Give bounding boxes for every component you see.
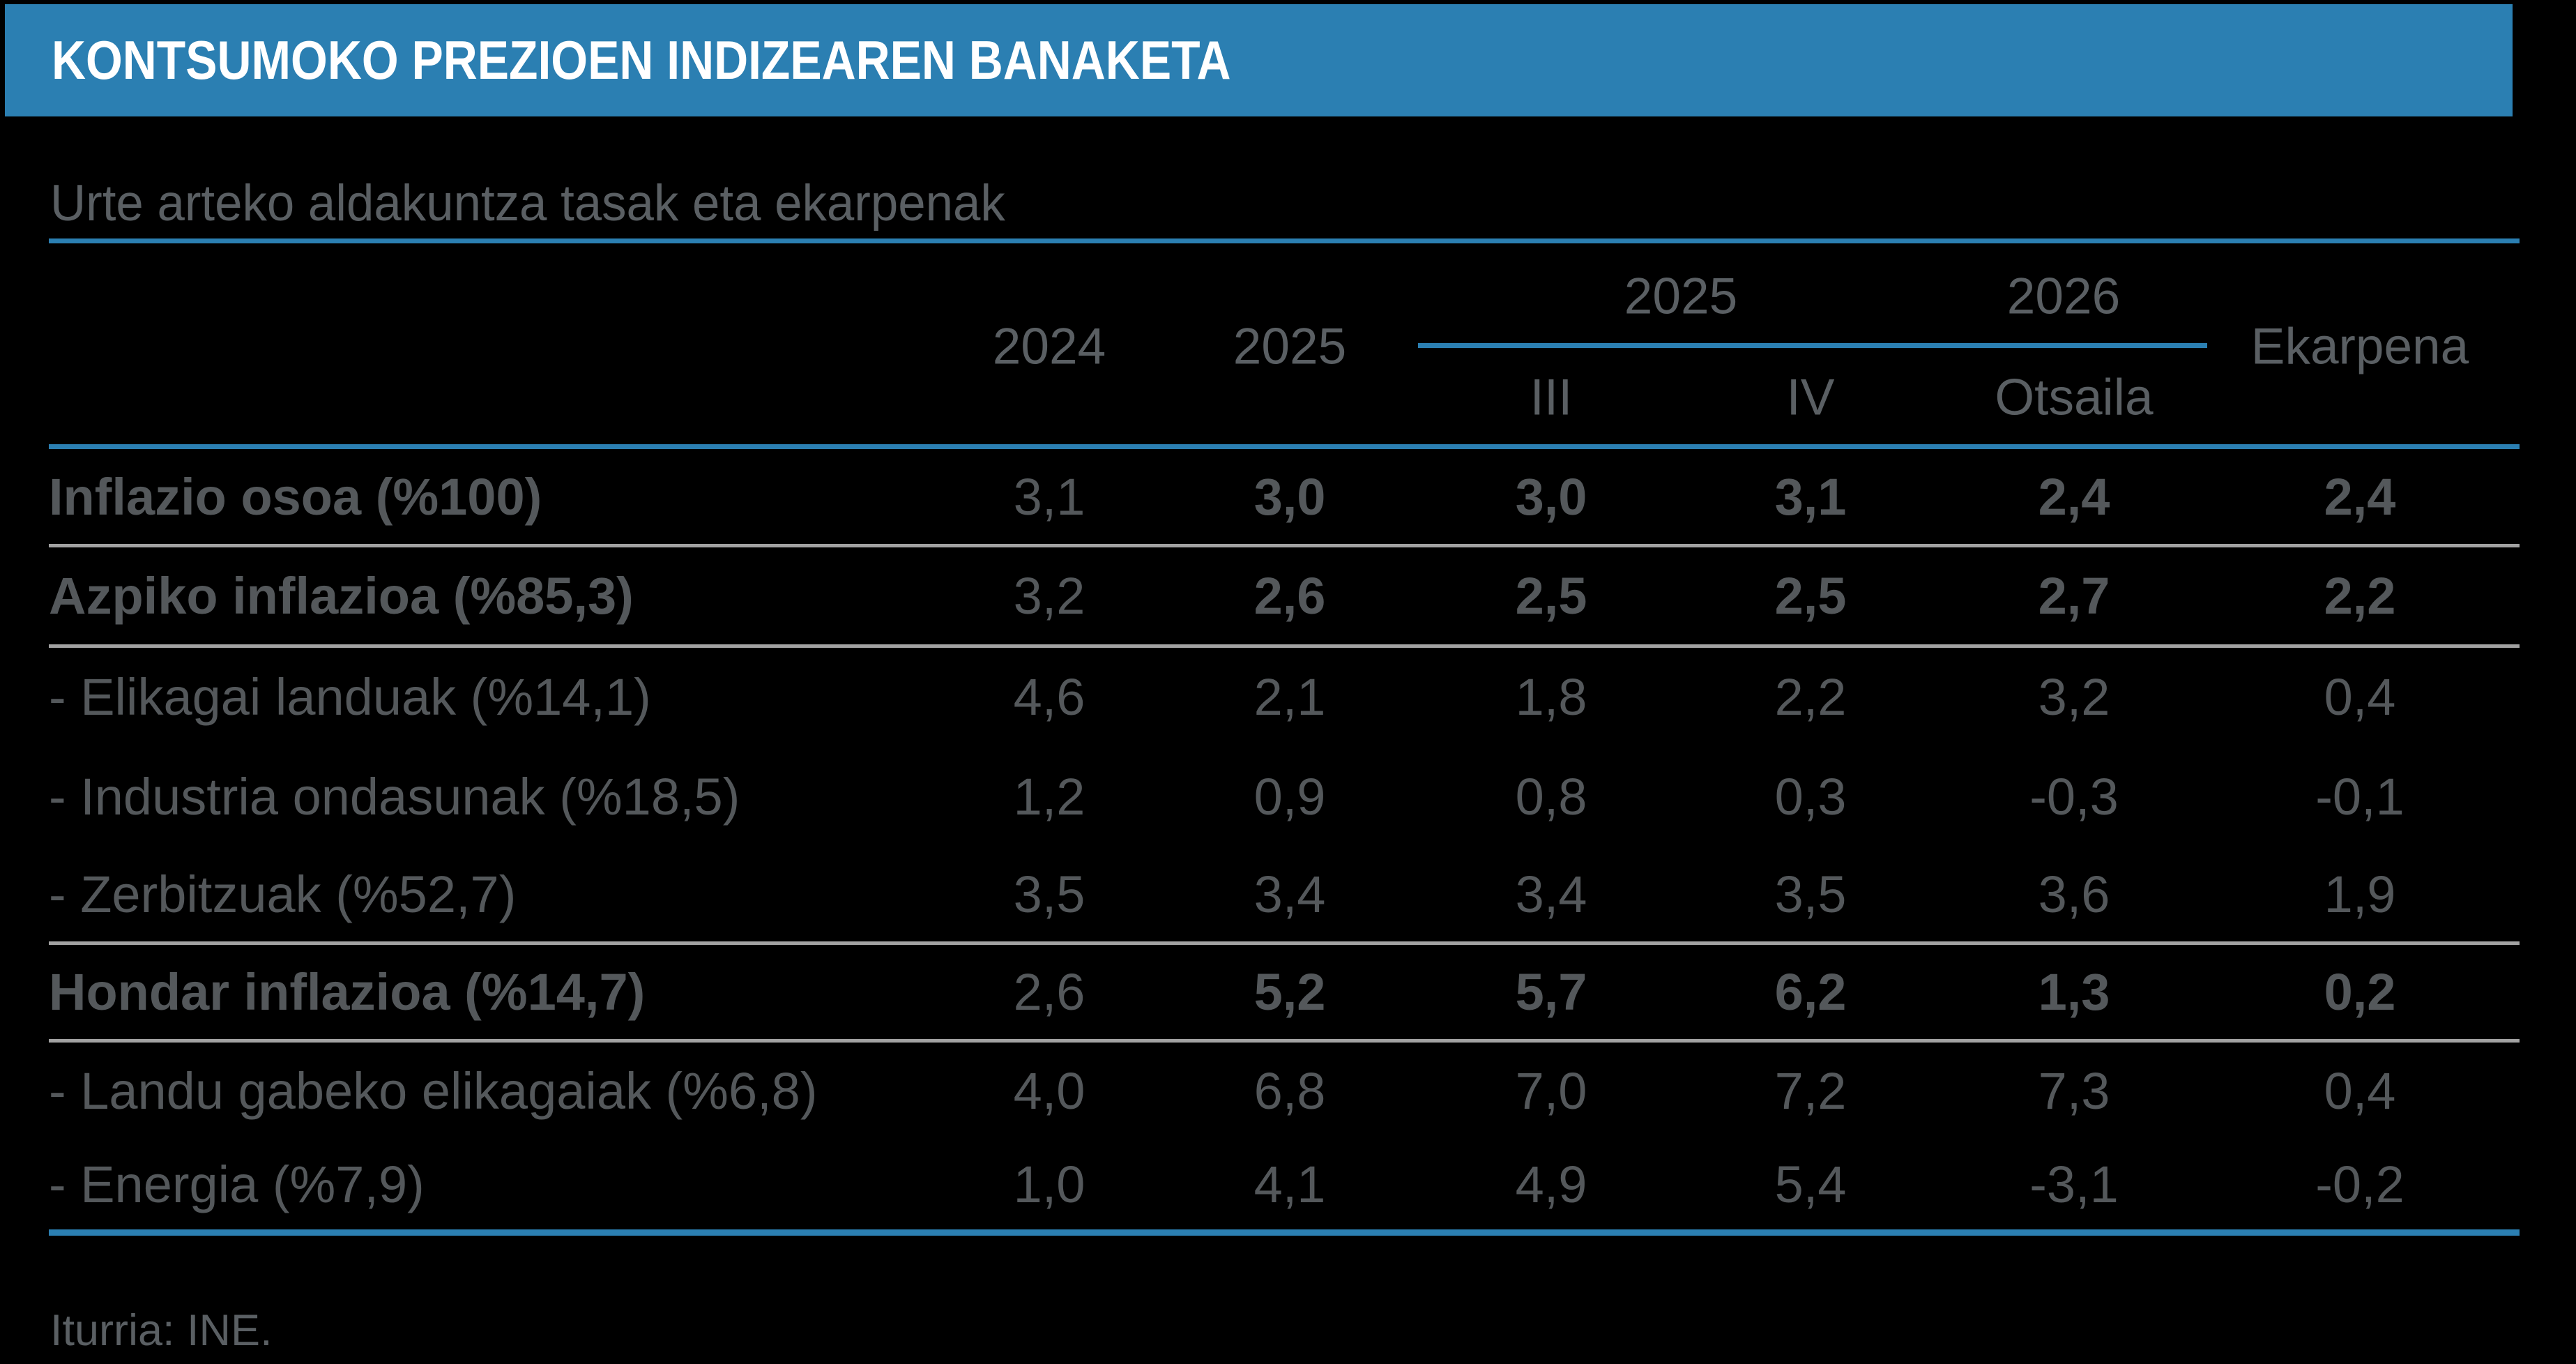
row-label: Inflazio osoa (%100) [49, 467, 542, 526]
row-label: - Landu gabeko elikagaiak (%6,8) [49, 1062, 818, 1121]
cell-2024: 3,1 [1013, 467, 1085, 526]
cell-otsaila: 1,3 [2038, 963, 2110, 1021]
cell-otsaila: -0,3 [2029, 768, 2119, 826]
cell-ekarpena: -0,2 [2315, 1155, 2404, 1214]
cpi-table: Inflazio osoa (%100) 3,1 3,0 3,0 3,1 2,4… [49, 444, 2520, 1236]
row-label: - Energia (%7,9) [49, 1155, 425, 1214]
cell-2024: 4,6 [1013, 668, 1085, 727]
cell-otsaila: -3,1 [2029, 1155, 2119, 1214]
cell-q4: 2,2 [1774, 668, 1847, 727]
group-header-rule [1418, 343, 2207, 348]
cell-otsaila: 7,3 [2038, 1062, 2110, 1121]
cell-q3: 7,0 [1515, 1062, 1587, 1121]
cell-q4: 7,2 [1774, 1062, 1847, 1121]
cell-2024: 1,0 [1013, 1155, 1085, 1214]
col-header-q4: IV [1786, 369, 1835, 426]
cell-ekarpena: 2,4 [2324, 467, 2396, 526]
cell-2024: 3,5 [1013, 865, 1085, 923]
cell-2025: 2,1 [1253, 668, 1326, 727]
cell-otsaila: 3,2 [2038, 668, 2110, 727]
col-header-ekarpena: Ekarpena [2250, 318, 2469, 375]
cell-2024: 2,6 [1013, 963, 1085, 1021]
cell-ekarpena: 0,4 [2324, 668, 2396, 727]
cell-q3: 3,0 [1515, 467, 1587, 526]
row-label: Hondar inflazioa (%14,7) [49, 963, 646, 1021]
subtitle-rule [49, 238, 2520, 243]
row-label: - Zerbitzuak (%52,7) [49, 865, 517, 923]
cell-2025: 5,2 [1253, 963, 1326, 1021]
cell-2025: 2,6 [1253, 567, 1326, 625]
group-header-2025: 2025 [1624, 268, 1738, 325]
table-column-headers: 2024 2025 2025 2026 III IV Otsaila Ekarp… [49, 243, 2520, 444]
table-row: Inflazio osoa (%100) 3,1 3,0 3,0 3,1 2,4… [49, 447, 2520, 546]
cell-otsaila: 2,7 [2038, 567, 2110, 625]
cell-2025: 4,1 [1253, 1155, 1326, 1214]
cell-q3: 5,7 [1515, 963, 1587, 1021]
cell-ekarpena: 2,2 [2324, 567, 2396, 625]
table-row: Azpiko inflazioa (%85,3) 3,2 2,6 2,5 2,5… [49, 546, 2520, 646]
group-header-2026: 2026 [2006, 268, 2121, 325]
page-title: KONTSUMOKO PREZIOEN INDIZEAREN BANAKETA [52, 29, 1231, 91]
col-header-2024: 2024 [992, 318, 1106, 375]
title-bar: KONTSUMOKO PREZIOEN INDIZEAREN BANAKETA [5, 4, 2513, 116]
cell-q3: 2,5 [1515, 567, 1587, 625]
cell-2025: 3,4 [1253, 865, 1326, 923]
cell-q3: 3,4 [1515, 865, 1587, 923]
cell-ekarpena: 0,4 [2324, 1062, 2396, 1121]
cell-2024: 4,0 [1013, 1062, 1085, 1121]
table-row: - Energia (%7,9) 1,0 4,1 4,9 5,4 -3,1 -0… [49, 1140, 2520, 1233]
cell-q3: 0,8 [1515, 768, 1587, 826]
cell-q3: 1,8 [1515, 668, 1587, 727]
cell-2025: 0,9 [1253, 768, 1326, 826]
cell-otsaila: 2,4 [2038, 467, 2110, 526]
cell-q4: 6,2 [1774, 963, 1847, 1021]
cell-2024: 3,2 [1013, 567, 1085, 625]
table-subtitle: Urte arteko aldakuntza tasak eta ekarpen… [50, 175, 1005, 232]
table-row: - Industria ondasunak (%18,5) 1,2 0,9 0,… [49, 747, 2520, 847]
table-row: - Zerbitzuak (%52,7) 3,5 3,4 3,4 3,5 3,6… [49, 847, 2520, 944]
cell-q4: 3,1 [1774, 467, 1847, 526]
cell-q3: 4,9 [1515, 1155, 1587, 1214]
col-header-q3: III [1530, 369, 1573, 426]
col-header-otsaila: Otsaila [1995, 369, 2154, 426]
cell-ekarpena: 0,2 [2324, 963, 2396, 1021]
table-row: - Landu gabeko elikagaiak (%6,8) 4,0 6,8… [49, 1041, 2520, 1140]
row-label: - Industria ondasunak (%18,5) [49, 768, 740, 826]
cell-2024: 1,2 [1013, 768, 1085, 826]
cell-q4: 5,4 [1774, 1155, 1847, 1214]
cell-otsaila: 3,6 [2038, 865, 2110, 923]
row-label: - Elikagai landuak (%14,1) [49, 668, 651, 727]
cell-2025: 3,0 [1253, 467, 1326, 526]
cell-q4: 3,5 [1774, 865, 1847, 923]
table-row: Hondar inflazioa (%14,7) 2,6 5,2 5,7 6,2… [49, 944, 2520, 1041]
cell-q4: 2,5 [1774, 567, 1847, 625]
source-note: Iturria: INE. [50, 1306, 273, 1355]
cell-ekarpena: -0,1 [2315, 768, 2404, 826]
row-label: Azpiko inflazioa (%85,3) [49, 567, 634, 625]
cell-2025: 6,8 [1253, 1062, 1326, 1121]
cell-ekarpena: 1,9 [2324, 865, 2396, 923]
col-header-2025: 2025 [1233, 318, 1347, 375]
cell-q4: 0,3 [1774, 768, 1847, 826]
table-row: - Elikagai landuak (%14,1) 4,6 2,1 1,8 2… [49, 646, 2520, 747]
